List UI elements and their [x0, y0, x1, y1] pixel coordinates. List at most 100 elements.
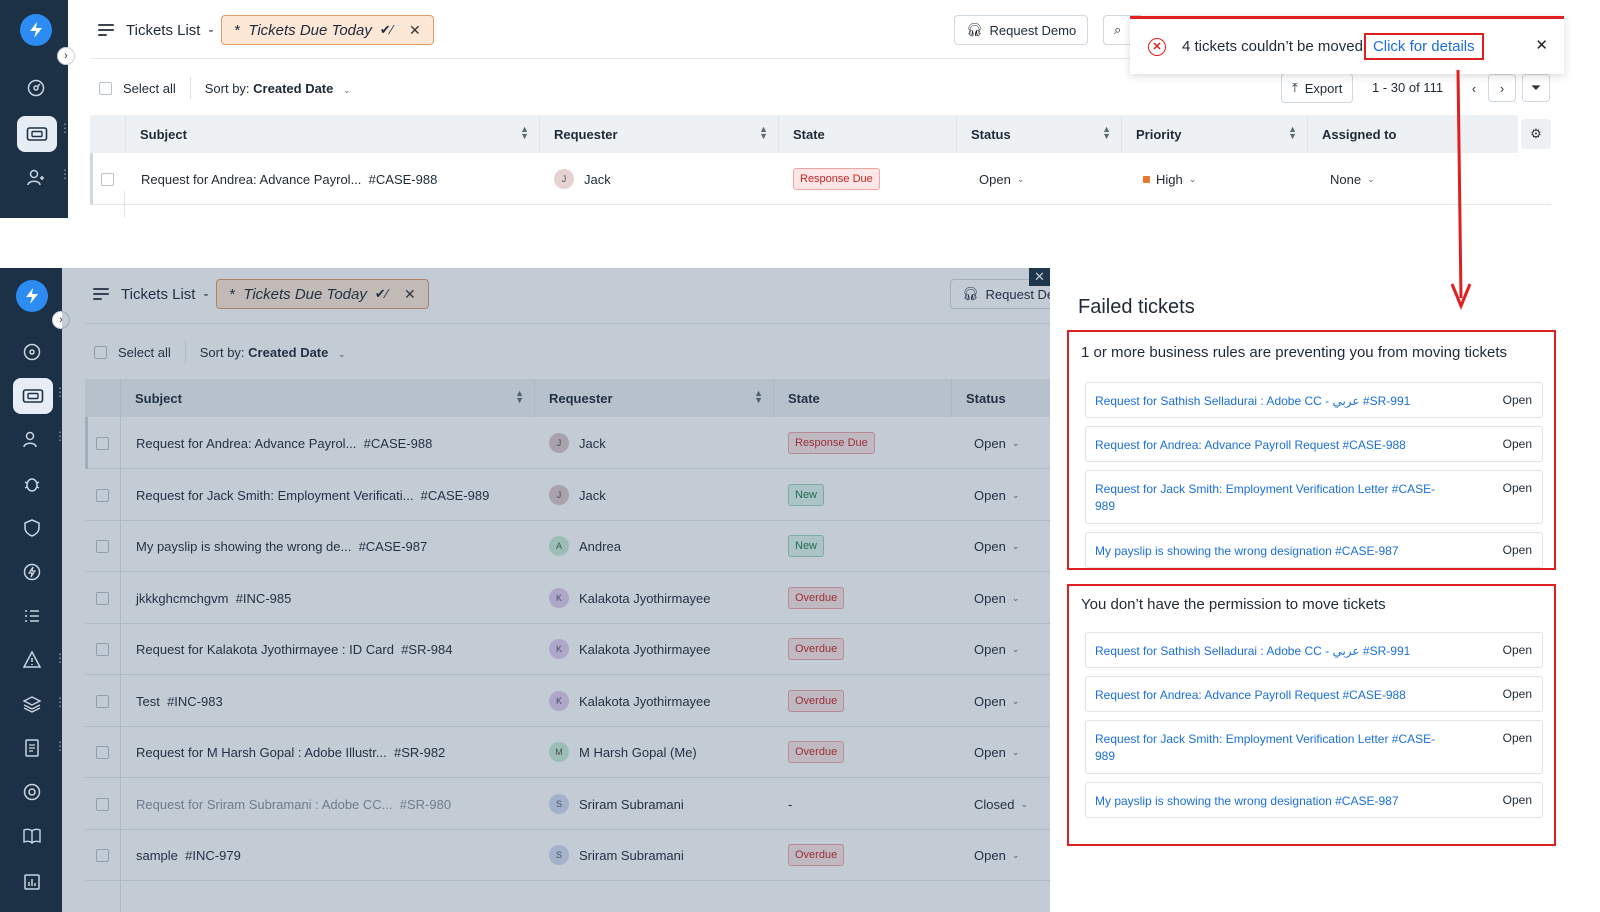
- tickets-icon[interactable]: [13, 378, 53, 414]
- ticket-link[interactable]: Request for Jack Smith: Employment Verif…: [1095, 732, 1436, 763]
- table-row[interactable]: Request for Kalakota Jyothirmayee : ID C…: [85, 623, 1050, 675]
- status-cell[interactable]: Open ⌄: [974, 417, 1019, 469]
- ticket-link[interactable]: Request for Sathish Selladurai : Adobe C…: [1095, 394, 1411, 408]
- subject-cell[interactable]: My payslip is showing the wrong de... #C…: [136, 520, 427, 572]
- failed-ticket-item[interactable]: Request for Sathish Selladurai : Adobe C…: [1085, 632, 1543, 668]
- clear-view-icon[interactable]: ✕: [408, 21, 421, 38]
- column-state[interactable]: State: [778, 115, 956, 153]
- table-row[interactable]: Request for Andrea: Advance Payrol... #C…: [90, 153, 1551, 205]
- app-logo-icon[interactable]: [16, 280, 48, 312]
- subject-text[interactable]: Request for M Harsh Gopal : Adobe Illust…: [136, 744, 387, 760]
- status-cell[interactable]: Open ⌄: [974, 469, 1019, 521]
- ticket-link[interactable]: Request for Andrea: Advance Payroll Requ…: [1095, 438, 1406, 452]
- row-checkbox[interactable]: [96, 848, 109, 862]
- request-demo-button[interactable]: 🎧︎ Request Demo: [954, 15, 1089, 45]
- failed-ticket-item[interactable]: Request for Andrea: Advance Payroll Requ…: [1085, 676, 1543, 712]
- table-row[interactable]: Request for M Harsh Gopal : Adobe Illust…: [85, 726, 1050, 778]
- failed-ticket-item[interactable]: Request for Jack Smith: Employment Verif…: [1085, 720, 1543, 774]
- ticket-link[interactable]: My payslip is showing the wrong designat…: [1095, 794, 1399, 808]
- column-priority[interactable]: Priority ▲ ▼: [1121, 115, 1307, 153]
- table-row[interactable]: jkkkghcmchgvm #INC-985 K Kalakota Jyothi…: [85, 572, 1050, 624]
- row-checkbox[interactable]: [96, 797, 109, 811]
- sidebar-expand-icon[interactable]: ›: [57, 47, 75, 65]
- select-all-checkbox[interactable]: [99, 81, 112, 95]
- view-selector[interactable]: * Tickets Due Today ✔⁄ ✕: [216, 279, 429, 309]
- subject-text[interactable]: Request for Andrea: Advance Payrol...: [136, 435, 357, 451]
- filter-icon[interactable]: ⏷: [1522, 74, 1550, 102]
- changes-icon[interactable]: [12, 556, 52, 588]
- row-checkbox[interactable]: [96, 642, 109, 656]
- failed-ticket-item[interactable]: My payslip is showing the wrong designat…: [1085, 532, 1543, 568]
- row-checkbox[interactable]: [96, 436, 109, 450]
- sort-icon[interactable]: ▲ ▼: [754, 388, 763, 405]
- subject-cell[interactable]: Request for Sriram Subramani : Adobe CC.…: [136, 778, 451, 830]
- sidebar-expand-icon[interactable]: ›: [52, 311, 70, 329]
- subject-cell[interactable]: Request for Andrea: Advance Payrol... #C…: [141, 153, 437, 205]
- sort-icon[interactable]: ▲ ▼: [1288, 124, 1297, 141]
- table-row[interactable]: My payslip is showing the wrong de... #C…: [85, 520, 1050, 572]
- tickets-icon[interactable]: [17, 116, 57, 152]
- alert-icon[interactable]: [12, 644, 52, 676]
- table-row[interactable]: Request for Sriram Subramani : Adobe CC.…: [85, 778, 1050, 830]
- subject-cell[interactable]: Request for Andrea: Advance Payrol... #C…: [136, 417, 432, 469]
- subject-text[interactable]: Request for Kalakota Jyothirmayee : ID C…: [136, 641, 394, 657]
- failed-ticket-item[interactable]: Request for Sathish Selladurai : Adobe C…: [1085, 382, 1543, 418]
- layers-menu-dots-icon[interactable]: ⋮: [54, 695, 66, 709]
- sort-icon[interactable]: ▲ ▼: [1102, 124, 1111, 141]
- subject-text[interactable]: Test: [136, 693, 160, 709]
- subject-cell[interactable]: sample #INC-979: [136, 829, 241, 881]
- row-checkbox[interactable]: [96, 694, 109, 708]
- subject-text[interactable]: My payslip is showing the wrong de...: [136, 538, 352, 554]
- dashboard-icon[interactable]: [16, 72, 56, 104]
- ticket-link[interactable]: Request for Sathish Selladurai : Adobe C…: [1095, 644, 1411, 658]
- sort-icon[interactable]: ▲ ▼: [520, 124, 529, 141]
- status-cell[interactable]: Open ⌄: [974, 572, 1019, 624]
- subject-cell[interactable]: Request for M Harsh Gopal : Adobe Illust…: [136, 726, 445, 778]
- column-subject[interactable]: Subject ▲ ▼: [120, 379, 534, 417]
- column-assigned-to[interactable]: Assigned to: [1307, 115, 1518, 153]
- app-logo-icon[interactable]: [20, 14, 52, 46]
- export-button[interactable]: ⤒ Export: [1281, 73, 1354, 103]
- subject-text[interactable]: Request for Jack Smith: Employment Verif…: [136, 487, 414, 503]
- status-cell[interactable]: Open ⌄: [974, 829, 1019, 881]
- select-all-checkbox[interactable]: [94, 345, 107, 359]
- clear-view-icon[interactable]: ✕: [403, 285, 416, 302]
- row-checkbox[interactable]: [96, 745, 109, 759]
- subject-cell[interactable]: Request for Kalakota Jyothirmayee : ID C…: [136, 623, 453, 675]
- ticket-link[interactable]: My payslip is showing the wrong designat…: [1095, 544, 1399, 558]
- document-menu-dots-icon[interactable]: ⋮: [54, 739, 66, 753]
- status-cell[interactable]: Open ⌄: [974, 623, 1019, 675]
- alert-menu-dots-icon[interactable]: ⋮: [54, 651, 66, 665]
- column-status[interactable]: Status: [951, 379, 1050, 417]
- subject-text[interactable]: Request for Sriram Subramani : Adobe CC.…: [136, 796, 393, 812]
- support-icon[interactable]: [12, 776, 52, 808]
- menu-icon[interactable]: [98, 24, 114, 36]
- bug-icon[interactable]: [12, 468, 52, 500]
- table-row[interactable]: Test #INC-983 K Kalakota Jyothirmayee Ov…: [85, 675, 1050, 727]
- sort-icon[interactable]: ▲ ▼: [759, 124, 768, 141]
- requesters-icon[interactable]: [12, 424, 52, 456]
- sort-icon[interactable]: ▲ ▼: [515, 388, 524, 405]
- prev-page-icon[interactable]: ‹: [1460, 74, 1488, 102]
- requesters-menu-dots-icon[interactable]: ⋮: [54, 429, 66, 443]
- column-requester[interactable]: Requester ▲ ▼: [534, 379, 773, 417]
- failed-ticket-item[interactable]: My payslip is showing the wrong designat…: [1085, 782, 1543, 818]
- status-cell[interactable]: Open ⌄: [974, 520, 1019, 572]
- column-settings-gear-icon[interactable]: ⚙: [1521, 119, 1551, 149]
- next-page-icon[interactable]: ›: [1488, 74, 1516, 102]
- column-state[interactable]: State: [773, 379, 951, 417]
- subject-cell[interactable]: Test #INC-983: [136, 675, 223, 727]
- book-icon[interactable]: [12, 820, 52, 852]
- dashboard-icon[interactable]: [12, 336, 52, 368]
- status-cell[interactable]: Closed ⌄: [974, 778, 1028, 830]
- toast-close-icon[interactable]: ✕: [1535, 37, 1548, 54]
- subject-text[interactable]: sample: [136, 847, 178, 863]
- priority-cell[interactable]: High ⌄: [1143, 153, 1196, 205]
- modal-close-icon[interactable]: ✕: [1029, 268, 1050, 286]
- subject-text[interactable]: jkkkghcmchgvm: [136, 590, 229, 606]
- table-row[interactable]: Request for Jack Smith: Employment Verif…: [85, 469, 1050, 521]
- table-row[interactable]: Request for Andrea: Advance Payrol... #C…: [85, 417, 1050, 469]
- ticket-link[interactable]: Request for Andrea: Advance Payroll Requ…: [1095, 688, 1406, 702]
- click-for-details-link[interactable]: Click for details: [1363, 33, 1484, 60]
- sort-dropdown[interactable]: Sort by: Created Date ⌄: [205, 81, 351, 96]
